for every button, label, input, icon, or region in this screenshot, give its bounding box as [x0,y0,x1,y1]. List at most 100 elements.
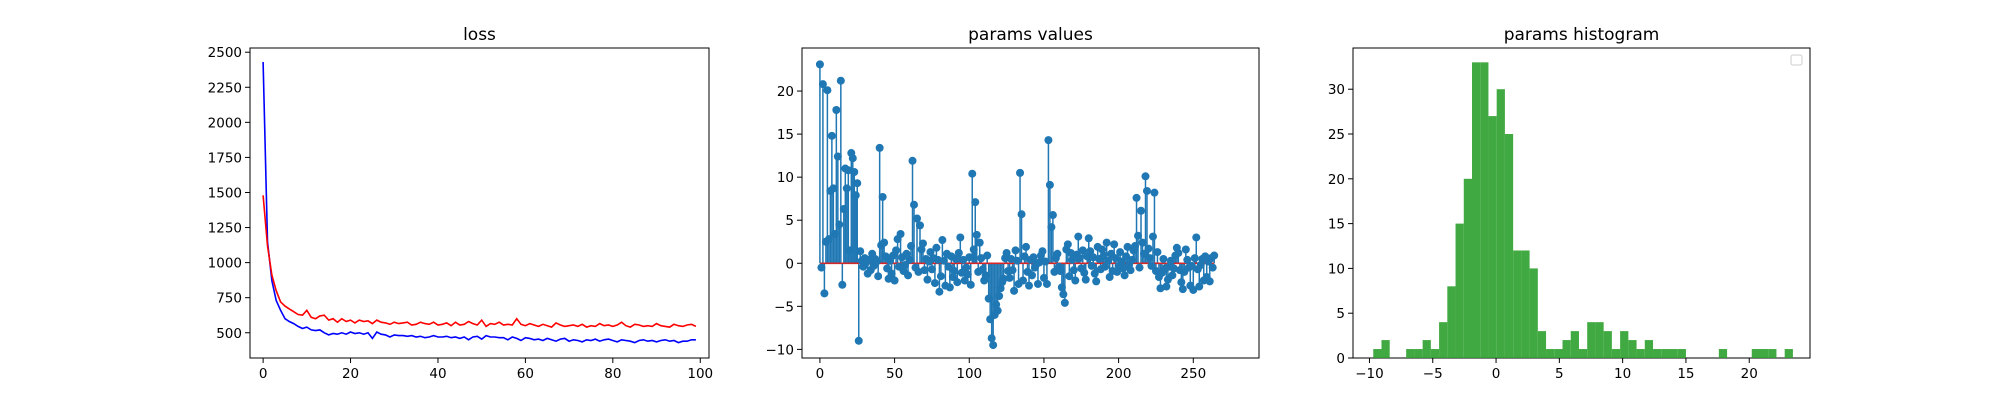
stem-marker [896,230,905,238]
stem-marker [1071,276,1080,285]
stem-marker [995,292,1004,300]
stem-marker [820,289,829,298]
histogram-bar [1463,178,1472,358]
stem-marker [1190,254,1199,263]
stem-marker [848,154,857,163]
params-values-chart-title: params values [968,25,1093,45]
stem-marker [945,283,954,292]
red-loss-line [262,195,697,329]
y-tick-label: 0 [1336,351,1345,367]
stem-marker [933,255,942,264]
x-tick-label: 100 [956,366,982,382]
stem-marker [954,248,963,257]
stem-marker [1105,273,1114,282]
stem-marker [1074,232,1083,241]
stem-marker [1192,233,1201,242]
stem-marker [1132,193,1141,202]
histogram-bar [1471,62,1481,358]
stem-marker [1150,188,1159,197]
stem-marker [872,257,881,266]
stem-marker [996,284,1005,293]
histogram-bar [1628,340,1637,358]
y-tick-label: 15 [1328,217,1345,233]
stem-marker [830,230,839,238]
stem-marker [936,272,945,281]
stem-marker [927,265,936,274]
stem-marker [984,294,993,303]
stem-marker [1029,253,1038,262]
stem-marker [1033,279,1042,288]
stem-marker [1080,268,1089,277]
stem-marker [1147,261,1156,270]
x-tick-label: 0 [816,366,825,382]
histogram-bar [1677,349,1686,358]
stem-marker [1126,266,1135,275]
histogram-bar [1406,349,1415,358]
stem-marker [1104,256,1113,265]
stem-marker [853,179,862,188]
stem-marker [832,106,841,114]
histogram-bar [1570,331,1579,358]
stem-marker [1178,285,1187,294]
histogram-bar [1751,349,1760,358]
stem-marker [908,156,917,165]
x-tick-label: 50 [886,366,903,382]
stem-marker [989,341,998,350]
stem-marker [1092,277,1101,286]
stem-marker [902,249,911,258]
stem-marker [972,230,981,239]
y-tick-label: −5 [774,299,794,315]
stem-marker [1050,267,1059,276]
y-tick-label: 1250 [208,221,242,237]
y-tick-label: 10 [1328,261,1345,277]
stem-marker [818,80,827,89]
x-tick-label: 20 [1741,366,1758,382]
stem-marker [1059,290,1068,299]
histogram-bar [1595,322,1604,358]
stem-marker [817,263,826,272]
stem-marker [1116,248,1125,257]
y-tick-label: 5 [1336,306,1345,322]
stem-marker [948,273,957,282]
stem-marker [1016,168,1025,177]
stem-marker [939,256,948,265]
stem-marker [1177,278,1186,287]
stem-marker [1013,256,1022,265]
stem-marker [918,239,927,248]
stem-marker [969,245,978,254]
stem-marker [1117,257,1126,266]
stem-marker [960,276,969,285]
stem-marker [910,200,919,209]
stem-marker [977,254,986,263]
x-tick-label: 200 [1106,366,1132,382]
stem-marker [1019,276,1028,285]
stem-marker [1101,262,1110,271]
stem-marker [1174,248,1183,257]
stem-marker [1159,254,1168,263]
stem-marker [1196,261,1205,269]
stem-marker [905,255,914,264]
histogram-bar [1447,286,1456,358]
stem-marker [1142,186,1151,195]
stem-marker [856,247,865,256]
stem-marker [1035,258,1044,267]
stem-marker [966,280,975,289]
histogram-bar [1504,134,1514,358]
stem-marker [880,238,889,247]
params-histogram-chart-axes: −10 −5 0 5 10 15 20 0 5 10 15 20 25 30 [1328,82,1758,382]
params-histogram-chart: params histogram −10 −5 0 5 10 15 20 0 5 10 15 20 25… [1328,25,1811,382]
stem-marker [1005,273,1014,282]
stem-marker [904,271,913,280]
stem-marker [1099,251,1108,260]
stem-marker [890,276,899,285]
histogram-bar [1620,331,1629,358]
loss-chart-lines [262,61,697,344]
stem-marker [1110,240,1119,249]
stem-marker [1166,256,1175,265]
histogram-bar [1578,349,1588,358]
stem-marker [992,300,1001,309]
histogram-bar [1455,223,1464,358]
y-tick-label: 1500 [208,185,242,201]
histogram-bar [1661,349,1670,358]
